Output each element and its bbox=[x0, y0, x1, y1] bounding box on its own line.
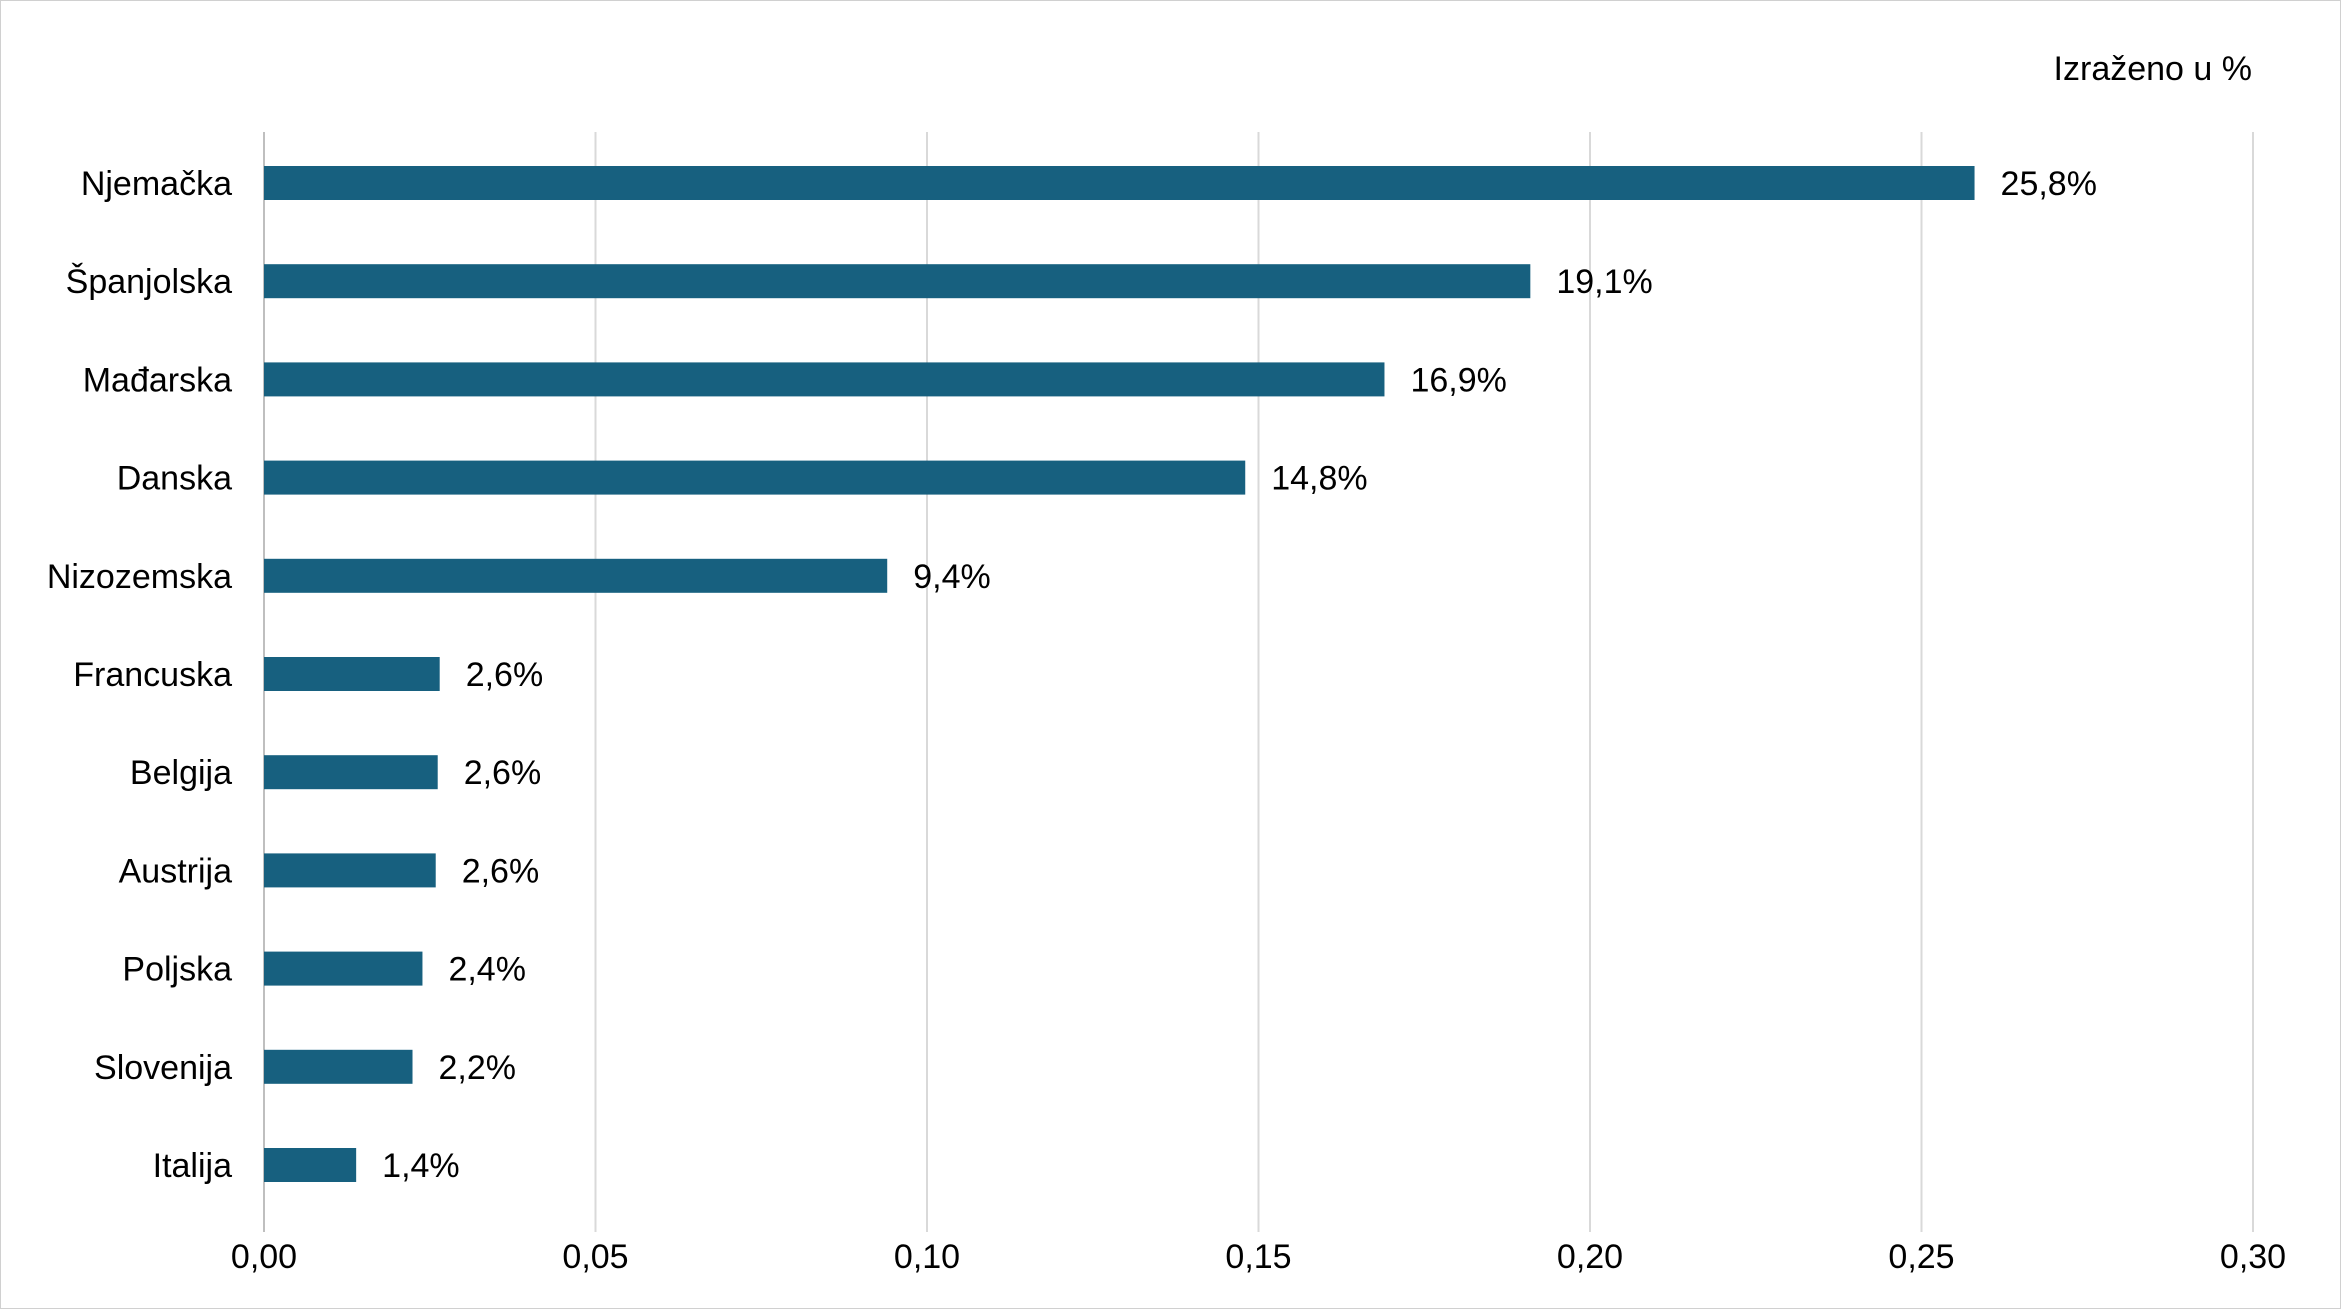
bar bbox=[264, 951, 423, 986]
x-tick-label: 0,25 bbox=[1888, 1238, 1954, 1276]
category-label: Njemačka bbox=[81, 165, 232, 203]
bar bbox=[264, 853, 436, 888]
bar bbox=[264, 657, 440, 691]
data-label: 9,4% bbox=[913, 558, 991, 596]
category-label: Italija bbox=[153, 1147, 232, 1185]
bar bbox=[264, 1148, 357, 1182]
bar bbox=[264, 264, 1531, 299]
x-tick-label: 0,20 bbox=[1557, 1238, 1623, 1276]
category-labels: Njemačka Španjolska Mađarska Danska Nizozems… bbox=[47, 165, 232, 1185]
bar bbox=[264, 166, 1975, 200]
category-label: Austrija bbox=[119, 852, 232, 890]
data-label: 19,1% bbox=[1556, 263, 1652, 301]
bar bbox=[264, 558, 888, 593]
data-label: 2,2% bbox=[439, 1049, 516, 1087]
data-label: 25,8% bbox=[2001, 165, 2097, 203]
bar bbox=[264, 362, 1385, 397]
data-label: 14,8% bbox=[1271, 460, 1367, 498]
x-tick-labels: 0,00 0,05 0,10 0,15 0,20 0,25 0,30 bbox=[231, 1238, 2286, 1276]
category-label: Belgija bbox=[130, 754, 232, 792]
x-tick-label: 0,05 bbox=[562, 1238, 628, 1276]
data-label: 2,6% bbox=[464, 754, 542, 792]
bar bbox=[264, 1049, 413, 1084]
data-label: 2,6% bbox=[462, 852, 540, 890]
bar bbox=[264, 755, 438, 790]
category-label: Danska bbox=[117, 460, 232, 498]
category-label: Španjolska bbox=[66, 263, 232, 301]
category-label: Nizozemska bbox=[47, 558, 232, 596]
x-tick-label: 0,10 bbox=[894, 1238, 960, 1276]
category-label: Poljska bbox=[122, 951, 232, 989]
gridlines bbox=[263, 132, 2254, 1232]
unit-note: Izraženo u % bbox=[2054, 50, 2252, 88]
category-label: Slovenija bbox=[94, 1049, 232, 1087]
value-labels: 25,8% 19,1% 16,9% 14,8% 9,4% 2,6% 2,6% 2,6% 2,4%… bbox=[382, 165, 2097, 1185]
data-label: 2,6% bbox=[466, 656, 544, 694]
x-tick-label: 0,00 bbox=[231, 1238, 297, 1276]
x-tick-label: 0,15 bbox=[1225, 1238, 1291, 1276]
category-label: Mađarska bbox=[83, 361, 232, 399]
data-label: 1,4% bbox=[382, 1147, 460, 1185]
bar bbox=[264, 460, 1246, 495]
data-label: 2,4% bbox=[448, 951, 526, 989]
bars bbox=[264, 166, 1975, 1182]
category-label: Francuska bbox=[73, 656, 232, 694]
x-tick-label: 0,30 bbox=[2220, 1238, 2286, 1276]
data-label: 16,9% bbox=[1410, 361, 1506, 399]
